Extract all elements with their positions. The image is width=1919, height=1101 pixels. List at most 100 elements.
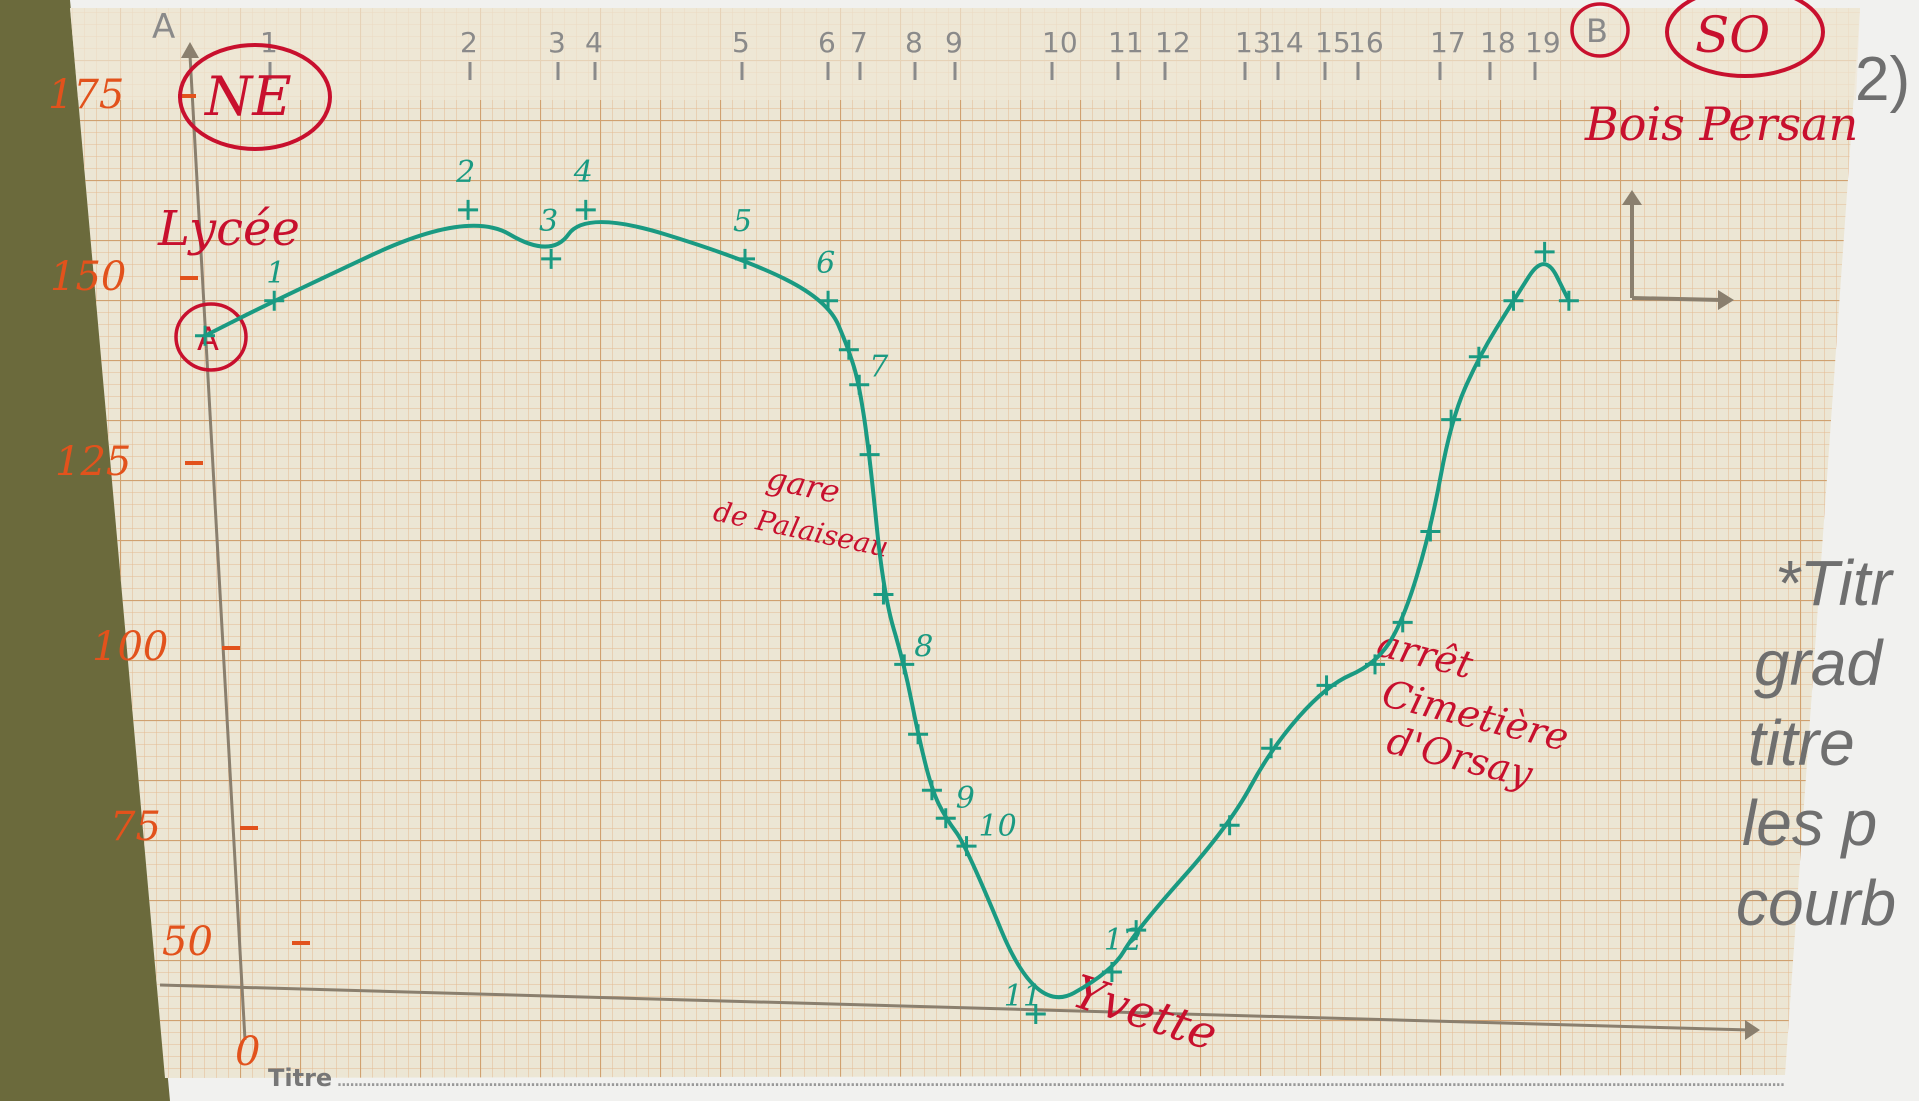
data-point-marker — [264, 290, 285, 311]
y-tick-label: 125 — [55, 439, 131, 485]
x-axis-arrow — [1745, 1020, 1760, 1040]
point-number-label: 2 — [455, 155, 475, 190]
top-tick-label: 2 — [460, 26, 478, 59]
elevation-line — [203, 220, 1571, 1000]
data-point-marker — [1126, 920, 1147, 941]
data-point-marker — [1392, 612, 1413, 633]
data-point-marker — [1441, 409, 1462, 430]
data-point-marker — [575, 199, 596, 220]
side-text-line: courb — [1736, 867, 1896, 939]
data-point-marker — [195, 325, 215, 346]
x-axis — [159, 983, 1751, 1032]
b-label: B — [1586, 12, 1608, 50]
y-axis — [188, 54, 247, 1041]
corner-note: 2) — [1855, 45, 1910, 114]
top-tick-label: 18 — [1480, 26, 1516, 59]
y-axis-arrow — [181, 42, 199, 58]
top-tick-label: 13 — [1235, 26, 1271, 59]
ne-circle — [178, 43, 332, 151]
point-number-label: 12 — [1104, 923, 1142, 958]
point-number-label: 3 — [539, 204, 558, 239]
data-point-marker — [1558, 290, 1579, 311]
data-point-marker — [1025, 1003, 1046, 1024]
side-text-line: titre — [1748, 707, 1855, 779]
point-number-label: 7 — [869, 350, 889, 385]
top-tick-label: 6 — [818, 26, 836, 59]
y-tick-label: 175 — [48, 72, 124, 118]
title-dots: ........................................… — [336, 1067, 1786, 1092]
point-number-label: 11 — [1004, 979, 1042, 1014]
top-tick-label: 16 — [1348, 26, 1384, 59]
side-text-line: les p — [1742, 787, 1877, 859]
top-tick-label: 9 — [945, 26, 963, 59]
orientation-arrow-v-head — [1622, 190, 1642, 205]
top-tick-label: 17 — [1430, 26, 1466, 59]
data-point-marker — [935, 808, 956, 829]
title-label: Titre — [268, 1064, 332, 1092]
data-point-marker — [735, 248, 755, 269]
so-circle — [1665, 0, 1825, 78]
data-point-marker — [458, 199, 479, 220]
paper-top-band — [70, 8, 1860, 100]
data-point-marker — [849, 374, 870, 395]
point-number-label: 9 — [956, 781, 975, 816]
top-tick-label: 19 — [1525, 26, 1561, 59]
point-number-label: 4 — [573, 155, 593, 190]
label-lycee: Lycée — [157, 201, 300, 257]
data-point-marker — [1503, 290, 1524, 311]
orientation-arrow-h — [1631, 296, 1723, 302]
so-label: SO — [1695, 6, 1770, 64]
top-tick-label: 15 — [1315, 26, 1351, 59]
header-letter-a: A — [152, 7, 175, 47]
frame-left — [0, 0, 170, 1101]
top-tick-label: 1 — [260, 26, 278, 59]
y-tick-label: 50 — [162, 919, 213, 965]
data-point-marker — [818, 290, 839, 311]
data-point-marker — [1316, 675, 1337, 696]
start-a-label: A — [197, 320, 219, 358]
top-tick-label: 12 — [1155, 26, 1191, 59]
side-instructions: *Titr grad titre les p courb — [1736, 547, 1896, 939]
data-point-marker — [838, 339, 859, 360]
point-number-label: 6 — [816, 246, 835, 281]
graph-paper-grid — [70, 8, 1860, 1078]
start-a-circle — [174, 302, 248, 372]
data-point-marker — [1365, 654, 1385, 675]
b-circle — [1570, 2, 1630, 58]
y-tick-labels: 175 150 125 100 75 50 0 — [48, 72, 310, 1075]
top-tick-label: 4 — [585, 26, 603, 59]
data-point-marker — [1468, 346, 1489, 367]
y-tick-label: 75 — [110, 804, 161, 850]
top-tick-label: 14 — [1268, 26, 1304, 59]
side-text-line: *Titr — [1775, 547, 1894, 619]
data-point-marker — [921, 780, 942, 801]
top-tick-label: 5 — [732, 26, 750, 59]
top-tick-label: 8 — [905, 26, 923, 59]
data-point-marker — [1261, 738, 1282, 759]
top-tick-label: 3 — [548, 26, 566, 59]
data-point-marker — [894, 654, 915, 675]
label-bois-persan: Bois Persan — [1584, 97, 1858, 151]
data-point-marker — [1534, 241, 1555, 262]
y-tick-label: 0 — [235, 1029, 260, 1075]
point-number-label: 10 — [979, 809, 1017, 844]
point-number-label: 8 — [914, 629, 933, 664]
data-point-marker — [1101, 962, 1122, 983]
y-tick-label: 150 — [50, 254, 126, 300]
point-number-label: 1 — [266, 256, 285, 291]
data-point-marker — [908, 724, 929, 745]
top-tick-label: 10 — [1042, 26, 1078, 59]
data-point-marker — [541, 248, 562, 269]
data-point-marker — [1420, 521, 1441, 542]
data-point-marker — [873, 584, 894, 605]
side-text-line: grad — [1754, 627, 1885, 699]
data-point-marker — [859, 444, 880, 465]
top-tick-label: 7 — [850, 26, 868, 59]
point-number-label: 5 — [733, 204, 752, 239]
top-tick-label: 11 — [1108, 26, 1144, 59]
ne-label: NE — [203, 65, 292, 128]
data-point-marker — [956, 836, 977, 857]
